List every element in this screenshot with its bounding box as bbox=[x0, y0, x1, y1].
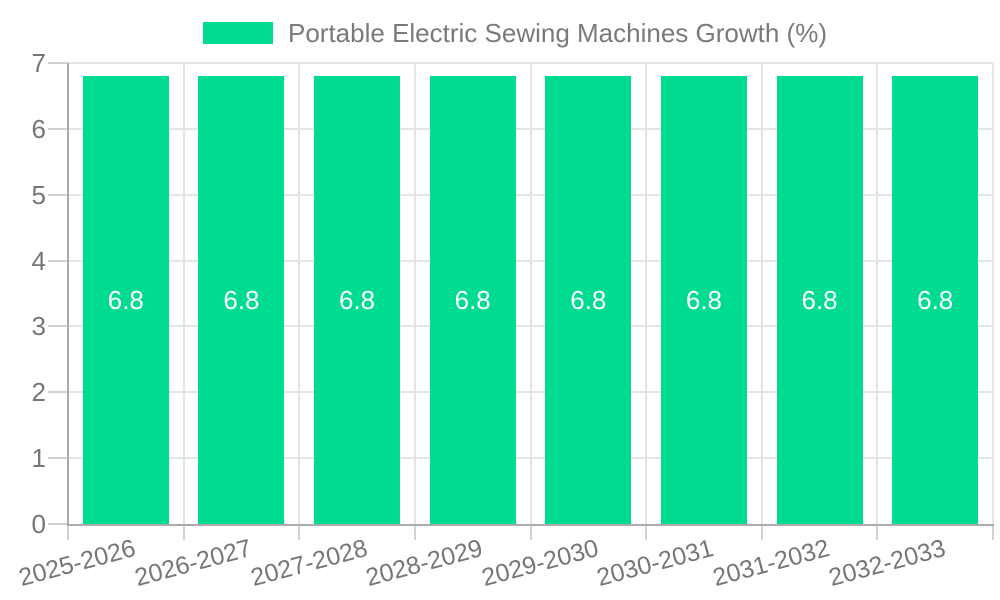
gridline-x bbox=[182, 63, 185, 524]
bar bbox=[198, 76, 285, 524]
y-axis-tick bbox=[48, 127, 68, 130]
gridline-x bbox=[529, 63, 532, 524]
bar-value-label: 6.8 bbox=[685, 285, 723, 316]
bar bbox=[776, 76, 863, 524]
gridline-x bbox=[760, 63, 763, 524]
bar bbox=[429, 76, 516, 524]
bar bbox=[82, 76, 169, 524]
y-axis-tick bbox=[48, 457, 68, 460]
bar-value-label: 6.8 bbox=[223, 285, 260, 316]
x-axis-tick bbox=[876, 525, 879, 540]
x-axis-label: 2031-2032 bbox=[709, 534, 833, 593]
x-axis-label: 2027-2028 bbox=[247, 534, 371, 593]
chart-legend[interactable]: Portable Electric Sewing Machines Growth… bbox=[203, 18, 827, 48]
bar-value-label: 6.8 bbox=[917, 285, 954, 316]
gridline-x bbox=[645, 63, 648, 524]
x-axis-label: 2026-2027 bbox=[131, 534, 255, 593]
x-axis-tick bbox=[992, 525, 994, 540]
x-axis-tick bbox=[760, 525, 763, 540]
x-axis-label: 2029-2030 bbox=[478, 534, 602, 593]
x-axis-tick bbox=[182, 525, 185, 540]
y-axis-label: 1 bbox=[31, 443, 46, 474]
y-axis-tick bbox=[48, 523, 68, 525]
y-axis-label: 0 bbox=[31, 509, 46, 539]
y-axis-tick bbox=[48, 391, 68, 394]
y-axis-label: 6 bbox=[31, 113, 46, 144]
bar-value-label: 6.8 bbox=[338, 285, 376, 316]
gridline-x bbox=[298, 63, 301, 524]
x-axis-label: 2030-2031 bbox=[594, 534, 717, 593]
x-axis-label: 2025-2026 bbox=[16, 534, 139, 593]
y-axis-tick bbox=[48, 62, 68, 64]
y-axis-label: 5 bbox=[31, 179, 46, 210]
gridline-x bbox=[876, 63, 879, 524]
y-axis-label: 3 bbox=[31, 311, 46, 342]
y-axis-line bbox=[67, 63, 69, 526]
bar-value-label: 6.8 bbox=[570, 285, 607, 316]
bar bbox=[892, 76, 979, 524]
x-axis-tick bbox=[529, 525, 532, 540]
y-axis-label: 4 bbox=[31, 245, 46, 276]
bar-value-label: 6.8 bbox=[454, 285, 491, 316]
gridline-x bbox=[992, 63, 994, 524]
y-axis-tick bbox=[48, 193, 68, 196]
bar-value-label: 6.8 bbox=[107, 285, 144, 316]
y-axis-label: 7 bbox=[31, 48, 46, 78]
x-axis-tick bbox=[645, 525, 648, 540]
bar bbox=[314, 76, 401, 524]
x-axis-tick bbox=[298, 525, 301, 540]
legend-swatch bbox=[203, 22, 273, 44]
gridline-x bbox=[413, 63, 416, 524]
x-axis-line bbox=[67, 524, 994, 526]
bar bbox=[545, 76, 632, 524]
x-axis-tick bbox=[67, 525, 69, 540]
bar-value-label: 6.8 bbox=[801, 285, 838, 316]
x-axis-label: 2028-2029 bbox=[362, 534, 486, 593]
legend-label: Portable Electric Sewing Machines Growth… bbox=[288, 18, 827, 48]
bar bbox=[660, 76, 747, 524]
y-axis-tick bbox=[48, 325, 68, 328]
y-axis-label: 2 bbox=[31, 377, 46, 408]
y-axis-tick bbox=[48, 259, 68, 262]
x-axis-label: 2032-2033 bbox=[825, 534, 949, 593]
x-axis-tick bbox=[413, 525, 416, 540]
